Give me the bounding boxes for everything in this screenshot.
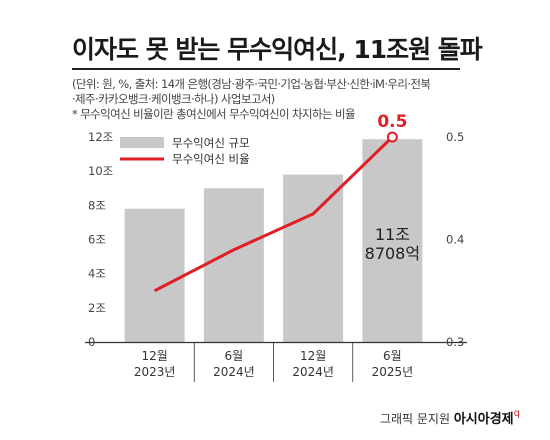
x-label-year: 2023년 [134,365,176,379]
source-note: (단위: 원, %, 출처: 14개 은행(경남·광주·국민·기업·농협·부산·… [72,77,431,91]
title-rule [72,68,460,70]
footnote: * 무수익여신 비율이란 총여신에서 무수익여신이 차지하는 비율 [72,107,356,121]
credit-prefix: 그래픽 문지원 [379,412,450,426]
legend-line-label: 무수익여신 비율 [172,152,250,166]
bar-2 [283,174,344,342]
ratio-point [386,131,398,143]
source-note-cont: ·제주·카카오뱅크·케이뱅크·하나) 사업보고서) [72,92,275,106]
left-tick-label: 10조 [88,164,113,178]
left-tick-label: 8조 [88,198,106,212]
left-axis-ticks: 0 2조 4조 6조 8조 10조 12조 [88,130,113,349]
right-tick-label: 0.5 [446,130,464,144]
bar-data-label: 8708억 [365,244,420,263]
page-title: 이자도 못 받는 무수익여신, 11조원 돌파 [72,35,483,64]
bar-data-label: 11조 [375,225,410,244]
right-tick-label: 0.4 [446,233,464,247]
ratio-line [153,135,394,293]
bar-0 [124,208,185,342]
x-label-month: 12월 [141,349,167,363]
chart-axes [85,341,467,382]
x-label-year: 2024년 [213,365,255,379]
left-tick-label: 4조 [88,267,106,281]
x-axis-labels: 12월 2023년 6월 2024년 12월 2024년 6월 2025년 [134,349,413,379]
x-label-month: 6월 [383,349,402,363]
bar-series [124,139,423,342]
left-tick-label: 12조 [88,130,113,144]
x-label-month: 6월 [225,349,244,363]
brand-mark-icon: q [513,408,520,419]
x-label-year: 2024년 [292,365,334,379]
left-tick-label: 6조 [88,233,106,247]
legend-bar-label: 무수익여신 규모 [172,136,250,150]
left-tick-label: 0 [88,335,95,349]
right-axis-ticks: 0.3 0.4 0.5 [446,130,464,349]
left-tick-label: 2조 [88,301,106,315]
brand-name: 아시아경제 [453,412,514,427]
credit: 그래픽 문지원 아시아경제q [380,408,520,427]
line-series [153,131,398,293]
right-tick-label: 0.3 [446,335,464,349]
bar-1 [203,188,264,342]
bar-3 [362,139,423,342]
line-data-label: 0.5 [377,112,407,132]
x-label-year: 2025년 [372,365,414,379]
x-label-month: 12월 [300,349,326,363]
legend-bar-swatch [120,137,164,148]
